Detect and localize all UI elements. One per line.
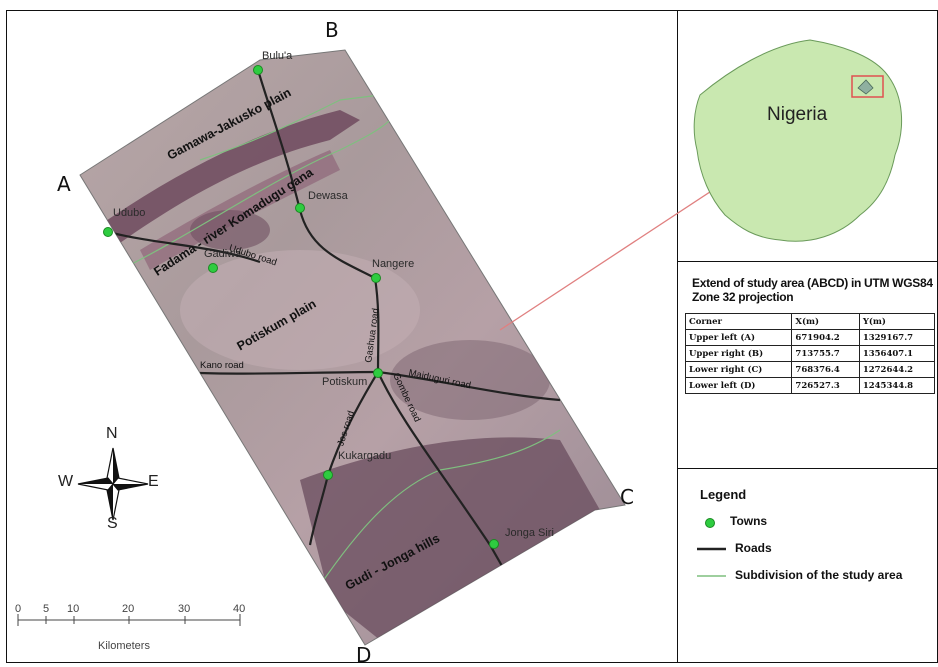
fadama-belt [100, 110, 360, 250]
subdivision-line-1 [119, 119, 391, 271]
fadama-belt-2 [140, 150, 340, 270]
header-y: Y(m) [858, 313, 936, 330]
cell-corner: Upper right (B) [684, 345, 793, 362]
compass-e: E [148, 473, 159, 490]
town-label-gadiwa: Gadiwa [204, 248, 242, 260]
town-marker-jonga-siri [489, 539, 499, 549]
subdivision-line-3 [309, 429, 561, 601]
cell-y: 1356407.1 [858, 345, 936, 362]
legend-item-subdivision: Subdivision of the study area [735, 568, 903, 582]
road-gombe [377, 371, 511, 581]
table-row: Lower left (D) 726527.3 1245344.8 [684, 377, 936, 394]
inset-study-area [857, 79, 874, 95]
scale-tick-20: 20 [122, 603, 135, 615]
cell-corner: Lower left (D) [684, 377, 793, 394]
legend-item-roads: Roads [735, 541, 772, 555]
subdivision-line-2 [199, 94, 381, 161]
cell-corner: Upper left (A) [684, 329, 793, 346]
cell-x: 726527.3 [791, 377, 860, 394]
compass-rose [77, 447, 149, 521]
road-maiduguri [377, 370, 561, 402]
scale-unit: Kilometers [98, 640, 150, 652]
town-label-udubo: Udubo [113, 207, 146, 219]
gudi-jonga-hills [300, 437, 600, 640]
scale-tick-5: 5 [43, 603, 50, 615]
cell-y: 1245344.8 [858, 377, 936, 394]
road-north [256, 69, 380, 373]
cell-x: 768376.4 [791, 361, 860, 378]
road-label-kano: Kano road [200, 360, 244, 371]
town-label-potiskum: Potiskum [322, 376, 368, 388]
header-x: X(m) [791, 313, 860, 330]
patch-1 [390, 340, 550, 420]
legend-item-towns: Towns [730, 514, 768, 528]
town-marker-kukargadu [323, 470, 333, 480]
town-marker-nangere [371, 273, 381, 283]
cell-x: 671904.2 [791, 329, 860, 346]
corner-d: D [356, 643, 372, 667]
inset-study-box [851, 75, 884, 98]
compass-w: W [58, 473, 74, 490]
town-marker-bulua [253, 65, 263, 75]
table-row: Lower right (C) 768376.4 1272644.2 [684, 361, 936, 378]
cell-y: 1329167.7 [858, 329, 936, 346]
cell-y: 1272644.2 [858, 361, 936, 378]
scale-tick-30: 30 [178, 603, 191, 615]
corner-b: B [325, 18, 339, 42]
legend-town-symbol [705, 518, 715, 528]
cell-corner: Lower right (C) [684, 361, 793, 378]
inset-country-label: Nigeria [767, 104, 828, 125]
town-marker-dewasa [295, 203, 305, 213]
potiskum-plain-patch [180, 250, 420, 370]
corner-c: C [620, 485, 634, 509]
table-header-row: Corner X(m) Y(m) [684, 313, 936, 330]
cell-x: 713755.7 [791, 345, 860, 362]
legend-title: Legend [700, 487, 747, 502]
coordinate-table: Corner X(m) Y(m) Upper left (A) 671904.2… [684, 313, 936, 394]
table-row: Upper right (B) 713755.7 1356407.1 [684, 345, 936, 362]
compass-s: S [107, 515, 118, 532]
town-marker-potiskum [373, 368, 383, 378]
town-label-nangere: Nangere [372, 258, 415, 270]
scale-tick-10: 10 [67, 603, 80, 615]
town-label-kukargadu: Kukargadu [338, 450, 392, 462]
table-title: Extend of study area (ABCD) in UTM WGS84… [692, 276, 933, 304]
scale-tick-0: 0 [15, 603, 22, 615]
town-label-bulua: Bulu'a [262, 50, 293, 62]
town-marker-udubo [103, 227, 113, 237]
table-row: Upper left (A) 671904.2 1329167.7 [684, 329, 936, 346]
scale-bar [17, 614, 241, 626]
compass-n: N [106, 425, 118, 442]
header-corner: Corner [684, 313, 793, 330]
corner-a: A [57, 172, 71, 196]
nigeria-outline [693, 39, 903, 242]
town-label-jonga-siri: Jonga Siri [505, 527, 554, 539]
road-kano [199, 370, 379, 375]
scale-tick-40: 40 [233, 603, 246, 615]
town-marker-gadiwa [208, 263, 218, 273]
town-label-dewasa: Dewasa [308, 190, 348, 202]
